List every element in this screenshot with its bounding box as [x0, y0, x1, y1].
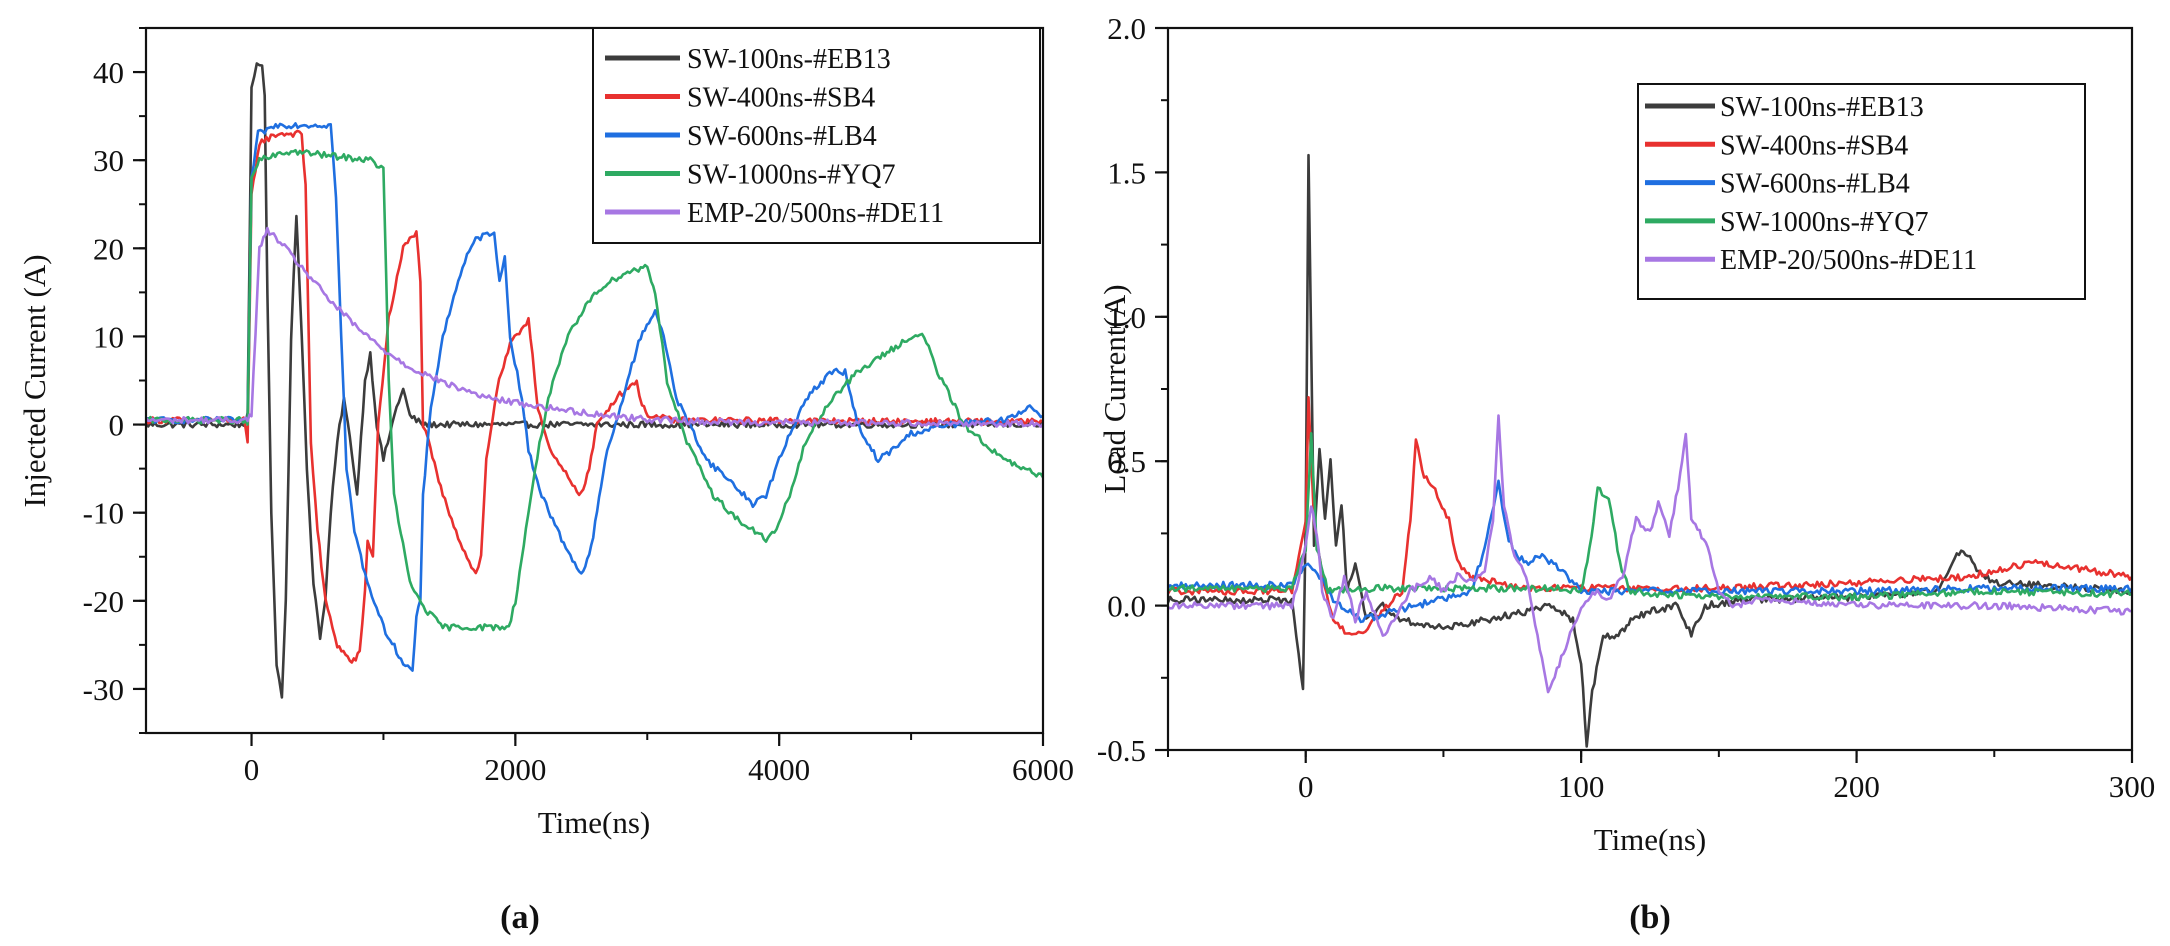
panel-b-legend-label-4: SW-1000ns-#YQ7 — [1720, 207, 1928, 238]
panel-b-y-axis-label: Load Current(A) — [1097, 284, 1132, 493]
panel-a-y-tick-label: 30 — [93, 143, 124, 178]
panel-b-legend-label-2: SW-400ns-#SB4 — [1720, 130, 1908, 161]
panel-a-series-group — [146, 62, 1043, 699]
panel-a-chart: 0 2000 4000 6000 -30 -20 -10 0 10 20 30 40 Time(ns)… — [17, 26, 1074, 936]
panel-b-y-tick-label: 0.0 — [1107, 589, 1146, 624]
panel-a-y-tick-label: 0 — [109, 408, 125, 443]
panel-a-y-tick-label: -30 — [83, 672, 124, 707]
panel-a-y-tick-label: 40 — [93, 55, 124, 90]
panel-b-y-tick-label: 0.5 — [1107, 444, 1146, 479]
panel-b-legend-label-5: EMP-20/500ns-#DE11 — [1720, 245, 1977, 276]
panel-a-series-line-5 — [146, 226, 1043, 428]
panel-b-legend-box — [1637, 83, 2086, 300]
panel-a-legend-label-4: SW-1000ns-#YQ7 — [687, 160, 895, 191]
panel-a-series-line-4 — [146, 148, 1043, 632]
panel-a-series-line-3 — [146, 122, 1043, 672]
panel-a-y-tick-label: 10 — [93, 319, 124, 354]
panel-a-legend-label-3: SW-600ns-#LB4 — [687, 121, 877, 152]
panel-b-chart: 0 100 200 300 -0.5 0.0 0.5 1.0 1.5 2.0 Time(ns) L… — [1097, 11, 2155, 936]
panel-a-legend[interactable]: SW-100ns-#EB13 SW-400ns-#SB4 SW-600ns-#LB4… — [592, 27, 1041, 244]
panel-a-x-tick-label: 0 — [244, 752, 260, 787]
panel-b-x-axis-label: Time(ns) — [1594, 822, 1707, 857]
panel-a-x-tick-label: 2000 — [484, 752, 546, 787]
panel-a-x-axis-label: Time(ns) — [538, 805, 651, 840]
panel-b-caption: (b) — [1629, 899, 1671, 936]
panel-b-series-group — [1168, 153, 2132, 748]
panel-b-x-tick-label: 200 — [1833, 769, 1880, 804]
panel-b-series-line-4 — [1168, 432, 2132, 602]
panel-b-legend-label-3: SW-600ns-#LB4 — [1720, 169, 1910, 200]
panel-a-y-axis-label: Injected Current (A) — [17, 254, 52, 507]
panel-a-x-tick-label: 6000 — [1012, 752, 1074, 787]
panel-b-x-tick-label: 0 — [1298, 769, 1314, 804]
panel-a-legend-label-1: SW-100ns-#EB13 — [687, 44, 891, 75]
panel-b-y-tick-label: 2.0 — [1107, 11, 1146, 46]
panel-b-series-line-5 — [1168, 414, 2132, 694]
panel-a-y-tick-label: 20 — [93, 231, 124, 266]
panel-a-y-tick-label: -20 — [83, 584, 124, 619]
panel-b-series-line-1 — [1168, 153, 2132, 748]
panel-a-legend-label-2: SW-400ns-#SB4 — [687, 83, 875, 114]
panel-b-legend[interactable]: SW-100ns-#EB13 SW-400ns-#SB4 SW-600ns-#LB4… — [1637, 83, 2086, 300]
panel-b-legend-label-1: SW-100ns-#EB13 — [1720, 92, 1924, 123]
panel-b-x-tick-label: 300 — [2109, 769, 2156, 804]
panel-a-y-tick-label: -10 — [83, 496, 124, 531]
panel-a-caption: (a) — [500, 899, 540, 936]
panel-b-y-tick-label: 1.0 — [1107, 300, 1146, 335]
panel-a-legend-label-5: EMP-20/500ns-#DE11 — [687, 198, 944, 229]
panel-b-axes: 0 100 200 300 -0.5 0.0 0.5 1.0 1.5 2.0 — [1097, 11, 2155, 804]
panel-a-x-tick-label: 4000 — [748, 752, 810, 787]
panel-b-x-tick-label: 100 — [1558, 769, 1605, 804]
panel-b-y-tick-label: -0.5 — [1097, 733, 1146, 768]
panel-b-y-tick-label: 1.5 — [1107, 155, 1146, 190]
